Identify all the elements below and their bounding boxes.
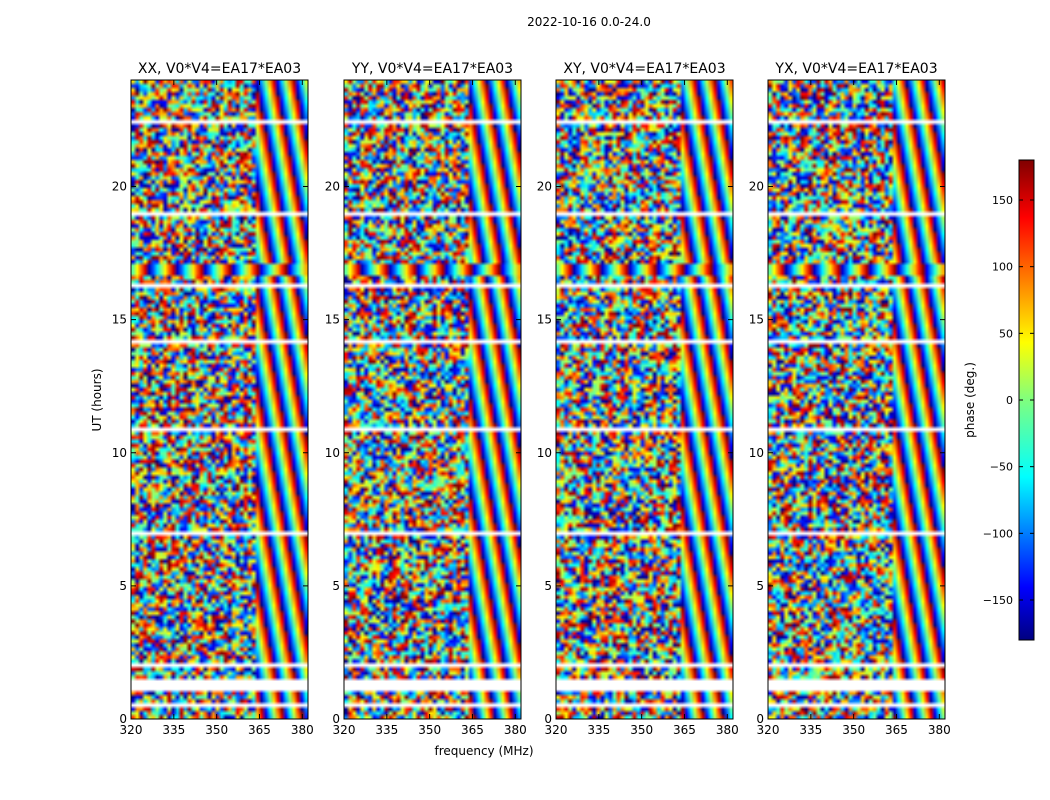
- y-tick-label: 15: [749, 313, 764, 327]
- panel-title: YY, V0*V4=EA17*EA03: [351, 61, 513, 77]
- panel-title: XY, V0*V4=EA17*EA03: [563, 61, 725, 77]
- panel-xy: XY, V0*V4=EA17*EA03 320 335 350 365 380 0 5 10 15…: [537, 61, 739, 737]
- x-axis-label: frequency (MHz): [434, 744, 533, 758]
- x-tick-label: 350: [205, 723, 228, 737]
- y-tick-label: 0: [544, 712, 552, 726]
- panel-frame: [343, 79, 522, 720]
- x-tick-label: 350: [418, 723, 441, 737]
- x-tick-label: 350: [842, 723, 865, 737]
- y-tick-label: 5: [119, 579, 127, 593]
- y-tick-label: 10: [537, 446, 552, 460]
- y-tick-label: 15: [325, 313, 340, 327]
- y-tick-label: 0: [332, 712, 340, 726]
- y-tick-label: 20: [112, 180, 127, 194]
- y-tick-label: 10: [749, 446, 764, 460]
- x-tick-label: 365: [248, 723, 271, 737]
- panel-title: XX, V0*V4=EA17*EA03: [138, 61, 301, 77]
- y-tick-label: 15: [537, 313, 552, 327]
- y-tick-label: 20: [325, 180, 340, 194]
- colorbar-tick-label: 50: [999, 327, 1013, 340]
- y-tick-label: 15: [112, 313, 127, 327]
- y-tick-label: 5: [756, 579, 764, 593]
- y-tick-label: 20: [749, 180, 764, 194]
- x-tick-label: 380: [928, 723, 951, 737]
- x-tick-label: 320: [120, 723, 143, 737]
- colorbar-tick-label: −50: [990, 461, 1013, 474]
- colorbar-tick-label: 150: [992, 194, 1013, 207]
- phase-heatmap: [131, 80, 308, 719]
- x-tick-label: 320: [757, 723, 780, 737]
- x-tick-label: 320: [333, 723, 356, 737]
- y-tick-label: 10: [325, 446, 340, 460]
- colorbar-tick-label: 0: [1006, 394, 1013, 407]
- y-tick-label: 5: [544, 579, 552, 593]
- x-tick-label: 335: [799, 723, 822, 737]
- colorbar-tick-label: −100: [983, 527, 1013, 540]
- phase-heatmap: [768, 80, 945, 719]
- panel-xx: XX, V0*V4=EA17*EA03 320 335 350 365 380 0 5 10 15…: [112, 61, 314, 737]
- panels: XX, V0*V4=EA17*EA03 320 335 350 365 380 0 5 10 15…: [112, 61, 951, 737]
- panel-frame: [555, 79, 734, 720]
- colorbar-ticks: −150 −100 −50 0 50 100 150: [983, 194, 1034, 607]
- y-tick-label: 5: [332, 579, 340, 593]
- y-axis-label: UT (hours): [90, 368, 104, 431]
- colorbar-tick-label: 100: [992, 261, 1013, 274]
- panel-yy: YY, V0*V4=EA17*EA03 320 335 350 365 380 0 5 10 15…: [325, 61, 527, 737]
- x-tick-label: 320: [545, 723, 568, 737]
- phase-heatmap: [344, 80, 521, 719]
- figure-title: 2022-10-16 0.0-24.0: [527, 15, 651, 29]
- y-tick-label: 20: [537, 180, 552, 194]
- panel-frame: [767, 79, 946, 720]
- x-tick-label: 350: [630, 723, 653, 737]
- x-tick-label: 335: [587, 723, 610, 737]
- colorbar: −150 −100 −50 0 50 100 150 phase (deg.): [963, 159, 1035, 641]
- x-tick-label: 365: [885, 723, 908, 737]
- panel-yx: YX, V0*V4=EA17*EA03 320 335 350 365 380 0 5 10 15…: [749, 61, 951, 737]
- x-tick-label: 365: [673, 723, 696, 737]
- y-tick-label: 0: [756, 712, 764, 726]
- x-tick-label: 365: [461, 723, 484, 737]
- y-tick-label: 0: [119, 712, 127, 726]
- x-tick-label: 335: [162, 723, 185, 737]
- phase-heatmap: [556, 80, 733, 719]
- colorbar-label: phase (deg.): [963, 362, 977, 438]
- x-tick-label: 380: [291, 723, 314, 737]
- x-tick-label: 380: [716, 723, 739, 737]
- panel-frame: [130, 79, 309, 720]
- y-tick-label: 10: [112, 446, 127, 460]
- panel-title: YX, V0*V4=EA17*EA03: [774, 61, 937, 77]
- x-tick-label: 380: [504, 723, 527, 737]
- x-tick-label: 335: [375, 723, 398, 737]
- colorbar-tick-label: −150: [983, 594, 1013, 607]
